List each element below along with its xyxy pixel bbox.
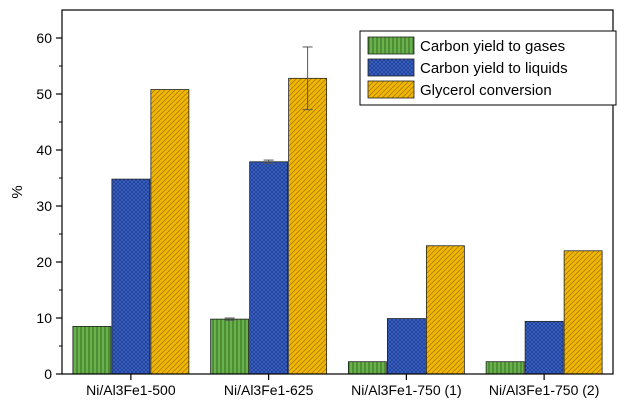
legend: Carbon yield to gases Carbon yield to liq… (359, 30, 617, 106)
bar-0-2 (347, 361, 387, 375)
y-tick-label-0: 0 (44, 366, 52, 382)
bar-1-3 (524, 320, 564, 375)
bar-1-2 (386, 318, 426, 375)
plot-frame (61, 9, 614, 375)
bar-1-0 (111, 178, 151, 375)
y-tick-label-6: 60 (36, 30, 52, 46)
bar-2-3 (563, 250, 603, 375)
bars-group (72, 77, 603, 375)
y-axis-title: % (9, 185, 26, 198)
x-tick-label-0: Ni/Al3Fe1-500 (86, 382, 176, 398)
y-tick-label-5: 50 (36, 86, 52, 102)
bar-2-2 (425, 245, 465, 375)
x-tick-label-2: Ni/Al3Fe1-750 (1) (351, 382, 462, 398)
legend-label-0: Carbon yield to gases (420, 38, 565, 55)
bar-1-1 (249, 161, 289, 375)
bar-2-0 (150, 89, 190, 375)
error-bar-2 (302, 46, 313, 111)
y-tick-label-1: 10 (36, 310, 52, 326)
error-bars-group (224, 46, 313, 321)
y-tick-label-3: 30 (36, 198, 52, 214)
y-tick-label-2: 20 (36, 254, 52, 270)
x-tick-label-1: Ni/Al3Fe1-625 (224, 382, 314, 398)
legend-swatch-2 (367, 80, 415, 99)
y-tick-label-4: 40 (36, 142, 52, 158)
bar-2-1 (288, 77, 328, 375)
legend-swatch-1 (367, 58, 415, 77)
axes-group: 0 10 20 30 40 50 60 Ni/Al3Fe1-500 Ni/Al3Fe1-625 N… (36, 9, 614, 398)
bar-0-3 (485, 361, 525, 375)
legend-swatch-0 (367, 36, 415, 55)
error-bar-1 (263, 159, 274, 164)
bar-0-1 (210, 318, 250, 375)
legend-label-1: Carbon yield to liquids (420, 60, 568, 77)
x-tick-label-3: Ni/Al3Fe1-750 (2) (489, 382, 600, 398)
error-bar-0 (224, 317, 235, 321)
bar-0-0 (72, 325, 112, 375)
legend-label-2: Glycerol conversion (420, 82, 552, 99)
